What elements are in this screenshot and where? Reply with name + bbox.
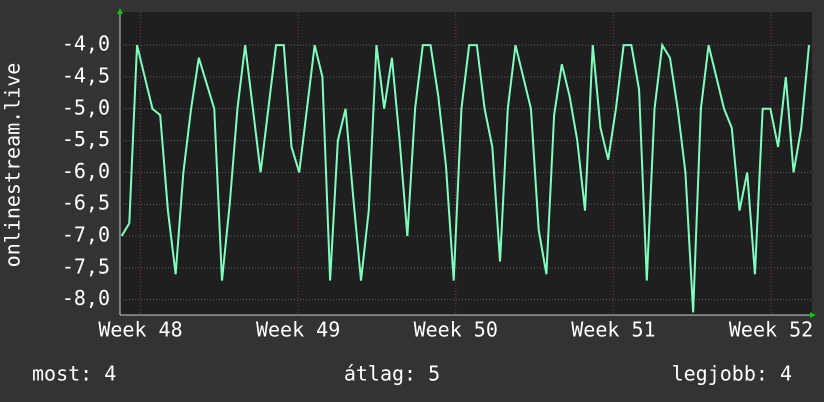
y-tick-label: -4,0 xyxy=(62,32,110,56)
x-tick-label: Week 50 xyxy=(414,318,498,342)
footer-best: legjobb: 4 xyxy=(672,362,792,386)
plot-area xyxy=(120,12,812,315)
y-tick-label: -6,0 xyxy=(62,159,110,183)
x-tick-label: Week 49 xyxy=(256,318,340,342)
data-line xyxy=(120,42,811,313)
footer-average: átlag: 5 xyxy=(344,362,440,386)
y-tick-label: -6,5 xyxy=(62,191,110,215)
y-tick-label: -5,5 xyxy=(62,127,110,151)
y-axis-label: onlinestream.live xyxy=(1,63,25,268)
y-tick-label: -5,0 xyxy=(62,95,110,119)
y-tick-label: -7,0 xyxy=(62,223,110,247)
x-tick-label: Week 52 xyxy=(729,318,813,342)
x-tick-label: Week 48 xyxy=(98,318,182,342)
y-tick-label: -4,5 xyxy=(62,63,110,87)
y-tick-label: -7,5 xyxy=(62,254,110,278)
axes xyxy=(119,10,812,316)
footer-current: most: 4 xyxy=(32,362,116,386)
x-tick-label: Week 51 xyxy=(571,318,655,342)
y-tick-label: -8,0 xyxy=(62,286,110,310)
